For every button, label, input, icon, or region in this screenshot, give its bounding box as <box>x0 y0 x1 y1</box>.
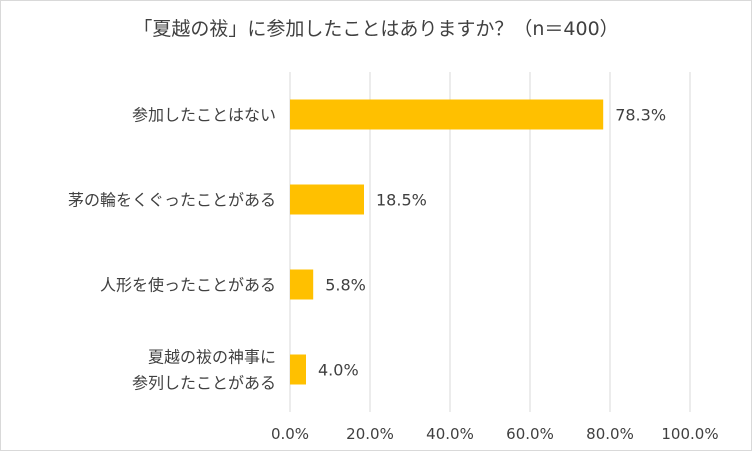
x-tick-label: 40.0% <box>426 425 474 443</box>
chart-title: 「夏越の祓」に参加したことはありますか？（n＝400） <box>133 18 619 40</box>
bar <box>290 269 314 300</box>
category-labels: 参加したことはない茅の輪をくぐったことがある人形を使ったことがある夏越の祓の神事… <box>68 106 276 393</box>
bar <box>290 354 306 385</box>
bars <box>290 99 604 385</box>
x-tick-label: 80.0% <box>586 425 634 443</box>
category-label: 夏越の祓の神事に参列したことがある <box>132 348 276 393</box>
category-label: 人形を使ったことがある <box>100 276 276 295</box>
x-tick-label: 0.0% <box>271 425 309 443</box>
data-label: 4.0% <box>318 361 359 380</box>
category-label: 茅の輪をくぐったことがある <box>68 191 276 210</box>
category-label-line: 人形を使ったことがある <box>100 276 276 295</box>
category-label-line: 茅の輪をくぐったことがある <box>68 191 276 210</box>
bar <box>290 184 364 215</box>
bar <box>290 99 604 130</box>
category-label-line: 参列したことがある <box>132 374 276 393</box>
data-labels: 78.3% 18.5% 5.8% 4.0% <box>318 106 666 380</box>
x-axis-ticks: 0.0% 20.0% 40.0% 60.0% 80.0% 100.0% <box>271 425 719 443</box>
category-label: 参加したことはない <box>132 106 276 125</box>
x-tick-label: 20.0% <box>346 425 394 443</box>
category-label-line: 参加したことはない <box>132 106 276 125</box>
x-tick-label: 60.0% <box>506 425 554 443</box>
data-label: 18.5% <box>376 191 427 210</box>
data-label: 78.3% <box>615 106 666 125</box>
data-label: 5.8% <box>325 276 366 295</box>
category-label-line: 夏越の祓の神事に <box>148 348 276 367</box>
x-tick-label: 100.0% <box>661 425 718 443</box>
